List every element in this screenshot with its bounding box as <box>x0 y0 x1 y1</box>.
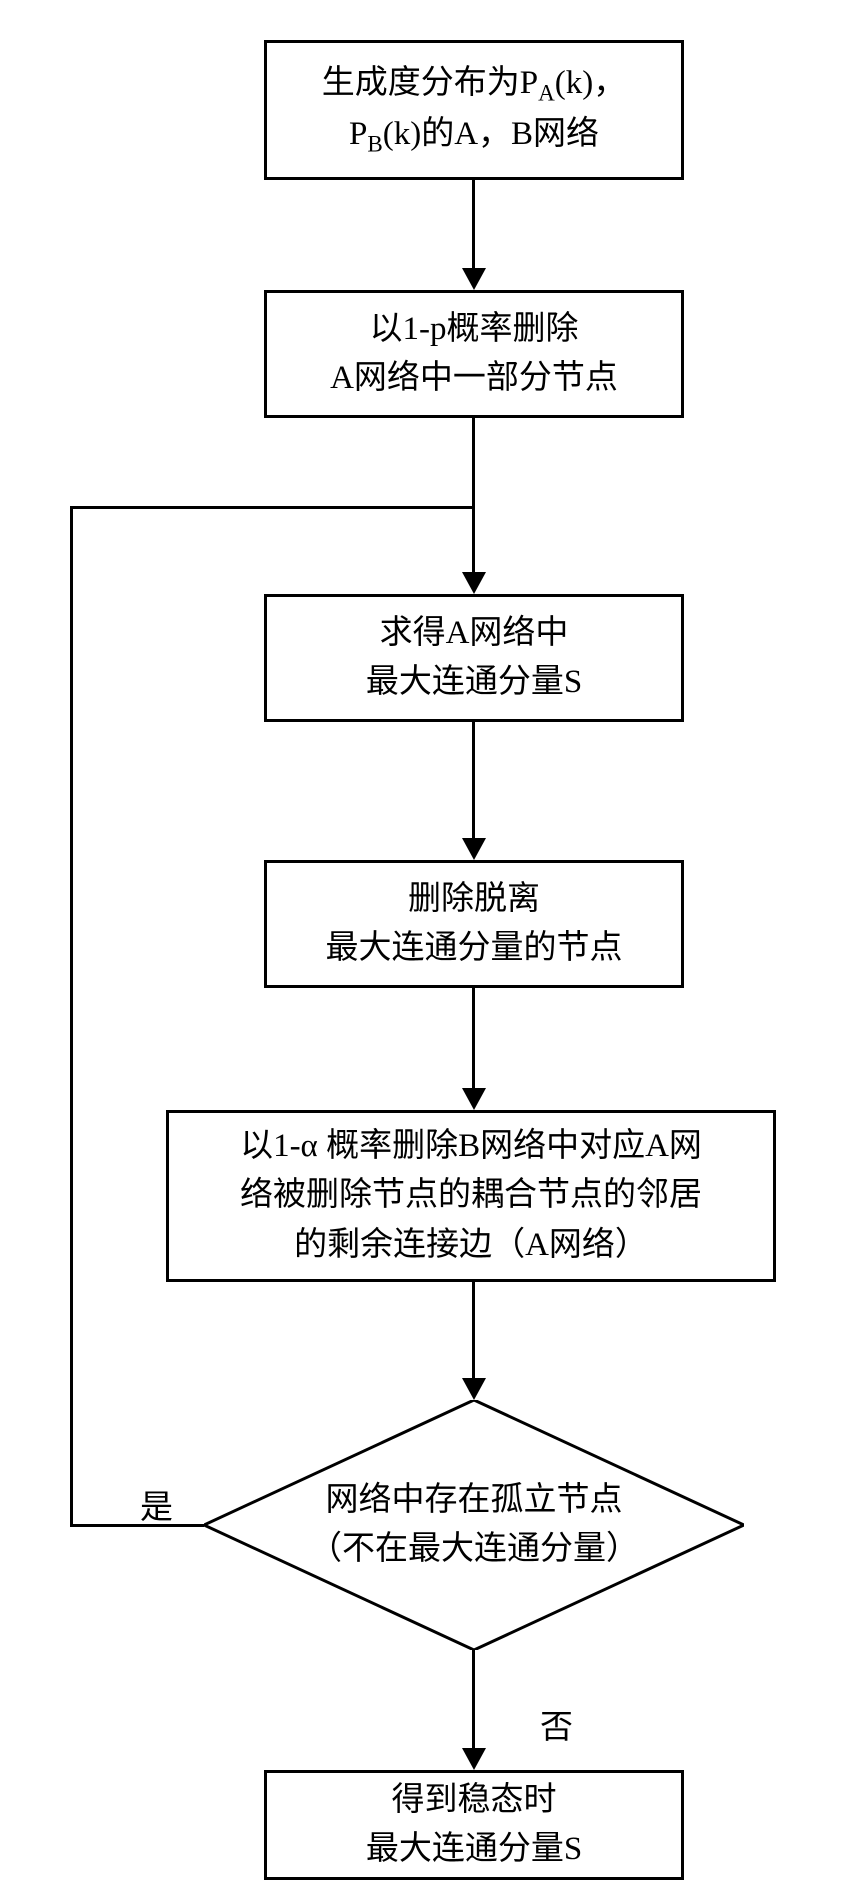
node-text: 以1-p概率删除 A网络中一部分节点 <box>330 305 618 404</box>
edge-6-7 <box>472 1650 475 1748</box>
node-generate-networks: 生成度分布为PA(k)， PB(k)的A，B网络 <box>264 40 684 180</box>
edge-1-2 <box>472 180 475 268</box>
node-text: 求得A网络中 最大连通分量S <box>366 609 582 708</box>
node-remove-detached: 删除脱离 最大连通分量的节点 <box>264 860 684 988</box>
arrowhead <box>462 1088 486 1110</box>
arrowhead <box>462 838 486 860</box>
edge-merge-3 <box>472 506 475 572</box>
edge-3-4 <box>472 722 475 838</box>
arrowhead <box>462 268 486 290</box>
node-decision-isolated: 网络中存在孤立节点 （不在最大连通分量） <box>204 1400 744 1650</box>
edge-feedback-horizontal-top <box>70 506 475 509</box>
edge-feedback-vertical <box>70 506 73 1527</box>
node-text: 删除脱离 最大连通分量的节点 <box>326 875 623 974</box>
arrowhead <box>462 1748 486 1770</box>
edge-4-5 <box>472 988 475 1088</box>
node-text: 网络中存在孤立节点 （不在最大连通分量） <box>204 1400 744 1650</box>
edge-2-merge <box>472 418 475 506</box>
flowchart-container: 生成度分布为PA(k)， PB(k)的A，B网络 以1-p概率删除 A网络中一部… <box>0 0 868 1883</box>
edge-feedback-left <box>70 1524 204 1527</box>
node-text: 以1-α 概率删除B网络中对应A网 络被删除节点的耦合节点的邻居 的剩余连接边（… <box>240 1122 702 1271</box>
node-steady-state: 得到稳态时 最大连通分量S <box>264 1770 684 1880</box>
label-no: 否 <box>540 1700 573 1748</box>
node-text: 得到稳态时 最大连通分量S <box>366 1776 582 1875</box>
node-delete-alpha: 以1-α 概率删除B网络中对应A网 络被删除节点的耦合节点的邻居 的剩余连接边（… <box>166 1110 776 1282</box>
node-max-component: 求得A网络中 最大连通分量S <box>264 594 684 722</box>
label-yes: 是 <box>140 1480 173 1528</box>
node-delete-1p: 以1-p概率删除 A网络中一部分节点 <box>264 290 684 418</box>
node-text: 生成度分布为PA(k)， PB(k)的A，B网络 <box>322 59 627 161</box>
arrowhead <box>462 1378 486 1400</box>
edge-5-6 <box>472 1282 475 1378</box>
arrowhead <box>462 572 486 594</box>
